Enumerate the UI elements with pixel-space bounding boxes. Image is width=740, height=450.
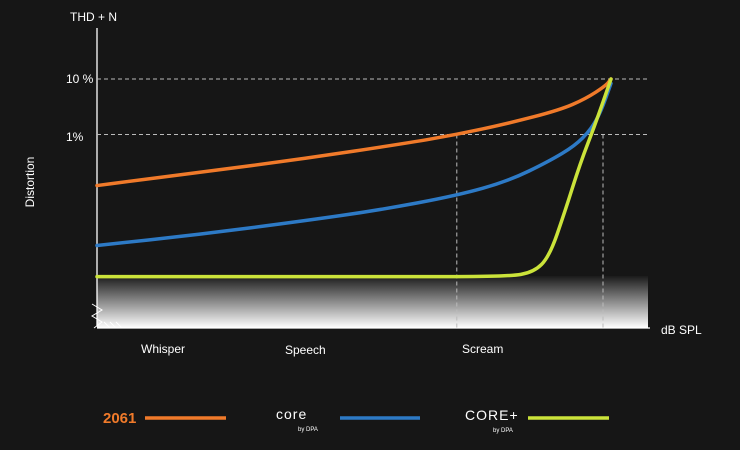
series-layer [97, 79, 611, 277]
y-axis-top-label: THD + N [70, 10, 117, 24]
x-category-scream: Scream [462, 342, 503, 356]
legend-logo-coreplus: CORE+ by DPA [465, 407, 519, 434]
legend-label-2061: 2061 [103, 410, 136, 427]
y-tick-label-1pct: 1% [66, 130, 84, 144]
legend-logo-coreplus-word: CORE+ [465, 407, 519, 423]
legend: 2061 core by DPA CORE+ by DPA [103, 406, 609, 434]
y-tick-label-10pct: 10 % [66, 72, 94, 86]
legend-logo-core-byline: by DPA [298, 427, 318, 433]
series-line-1 [97, 83, 611, 245]
y-axis-side-label: Distortion [23, 157, 37, 208]
legend-logo-coreplus-byline: by DPA [493, 428, 513, 434]
x-category-whisper: Whisper [141, 342, 185, 356]
series-line-2 [97, 79, 611, 277]
x-category-speech: Speech [285, 343, 326, 357]
noise-floor-band [97, 276, 648, 328]
legend-logo-core-word: core [276, 406, 307, 422]
x-axis-label: dB SPL [661, 323, 702, 337]
legend-logo-core: core by DPA [276, 406, 318, 433]
